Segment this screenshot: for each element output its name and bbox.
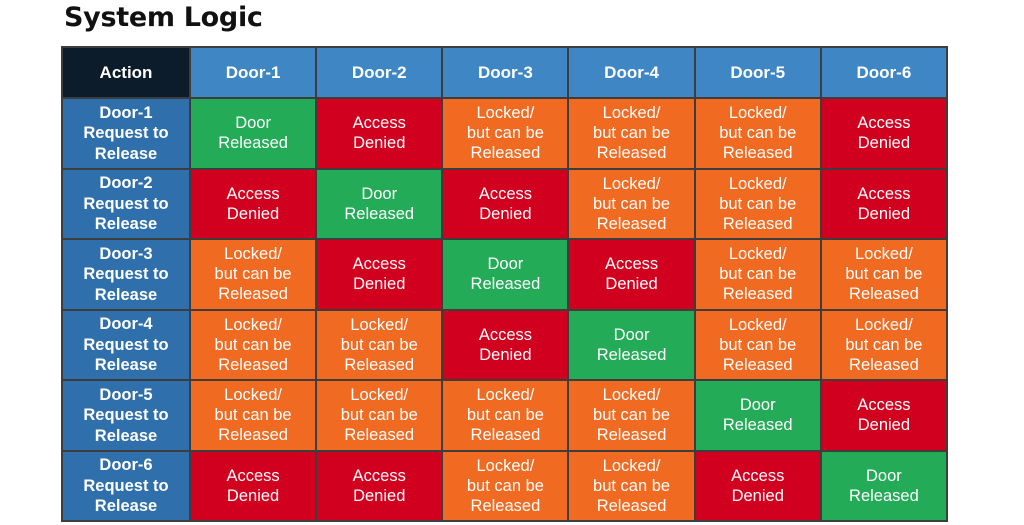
- table-cell-outcome: Access Denied: [191, 169, 316, 238]
- table-cell-outcome: Locked/ but can be Released: [569, 99, 694, 168]
- table-cell-outcome: Locked/ but can be Released: [191, 310, 316, 379]
- column-header-door-5: Door-5: [695, 48, 820, 97]
- table-cell-outcome: Access Denied: [821, 381, 946, 450]
- column-header-door-1: Door-1: [191, 48, 316, 97]
- table-cell-outcome: Locked/ but can be Released: [443, 451, 568, 520]
- table-cell-outcome: Door Released: [821, 451, 946, 520]
- table-cell-outcome: Access Denied: [317, 240, 442, 309]
- table-cell-outcome: Locked/ but can be Released: [695, 169, 820, 238]
- table-cell-outcome: Door Released: [569, 310, 694, 379]
- table-cell-outcome: Access Denied: [821, 169, 946, 238]
- table-cell-outcome: Access Denied: [191, 451, 316, 520]
- table-cell-outcome: Locked/ but can be Released: [821, 240, 946, 309]
- table-cell-outcome: Access Denied: [695, 451, 820, 520]
- page-title: System Logic: [64, 2, 263, 33]
- row-header-door-5: Door-5 Request to Release: [63, 381, 189, 450]
- table-cell-outcome: Locked/ but can be Released: [443, 99, 568, 168]
- row-header-door-3: Door-3 Request to Release: [63, 240, 189, 309]
- table-cell-outcome: Locked/ but can be Released: [569, 381, 694, 450]
- table-cell-outcome: Locked/ but can be Released: [317, 381, 442, 450]
- column-header-door-6: Door-6: [821, 48, 946, 97]
- table-cell-outcome: Locked/ but can be Released: [569, 451, 694, 520]
- column-header-door-3: Door-3: [443, 48, 568, 97]
- table-cell-outcome: Access Denied: [443, 310, 568, 379]
- table-cell-outcome: Door Released: [317, 169, 442, 238]
- table-cell-outcome: Locked/ but can be Released: [443, 381, 568, 450]
- column-header-door-4: Door-4: [569, 48, 694, 97]
- table-cell-outcome: Locked/ but can be Released: [191, 240, 316, 309]
- table-cell-outcome: Locked/ but can be Released: [695, 310, 820, 379]
- row-header-door-4: Door-4 Request to Release: [63, 310, 189, 379]
- table-cell-outcome: Access Denied: [317, 451, 442, 520]
- table-cell-outcome: Access Denied: [569, 240, 694, 309]
- column-header-door-2: Door-2: [317, 48, 442, 97]
- row-header-door-2: Door-2 Request to Release: [63, 169, 189, 238]
- table-cell-outcome: Access Denied: [443, 169, 568, 238]
- table-cell-outcome: Door Released: [695, 381, 820, 450]
- table-cell-outcome: Locked/ but can be Released: [317, 310, 442, 379]
- corner-header-action: Action: [63, 48, 189, 97]
- table-cell-outcome: Access Denied: [317, 99, 442, 168]
- table-cell-outcome: Door Released: [191, 99, 316, 168]
- table-cell-outcome: Locked/ but can be Released: [695, 99, 820, 168]
- row-header-door-6: Door-6 Request to Release: [63, 451, 189, 520]
- system-logic-table: Action Door-1 Door-2 Door-3 Door-4 Door-5 Doo…: [61, 46, 948, 522]
- table-cell-outcome: Locked/ but can be Released: [821, 310, 946, 379]
- table-cell-outcome: Access Denied: [821, 99, 946, 168]
- table-cell-outcome: Door Released: [443, 240, 568, 309]
- table-cell-outcome: Locked/ but can be Released: [569, 169, 694, 238]
- table-cell-outcome: Locked/ but can be Released: [695, 240, 820, 309]
- row-header-door-1: Door-1 Request to Release: [63, 99, 189, 168]
- table-cell-outcome: Locked/ but can be Released: [191, 381, 316, 450]
